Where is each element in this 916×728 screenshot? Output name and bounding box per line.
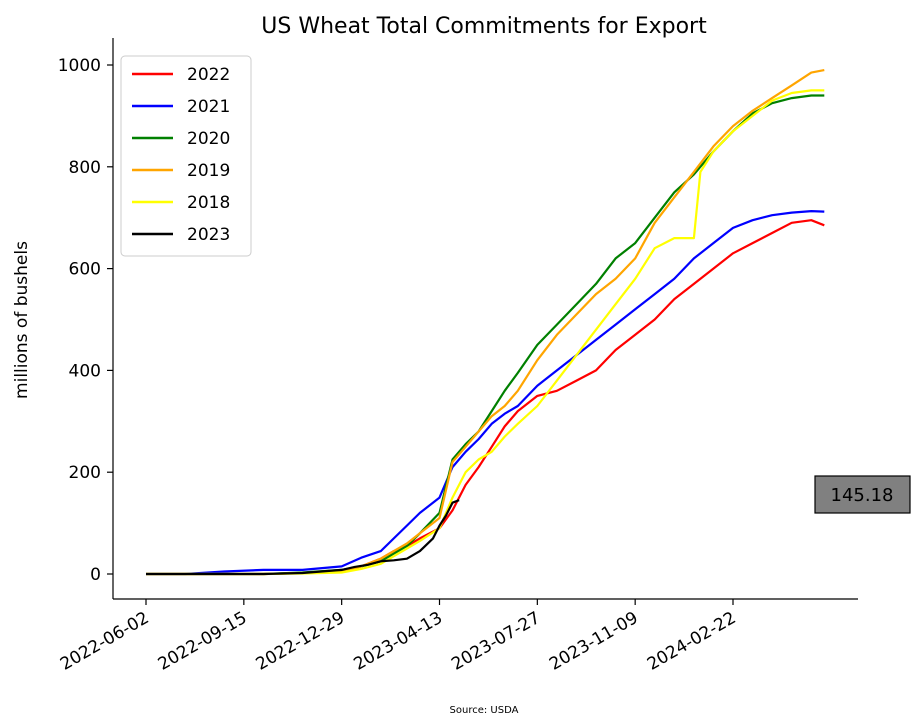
series-line-2021 [146, 210, 825, 576]
series-line-2023 [146, 499, 460, 576]
callout-box [814, 475, 911, 514]
series-lines [146, 69, 825, 576]
x-tick-label: 2023-11-09 [546, 608, 642, 675]
x-tick-label: 2022-12-29 [253, 608, 349, 675]
chart-title: US Wheat Total Commitments for Export [261, 14, 707, 39]
x-tick-label: 2022-09-15 [155, 608, 251, 675]
legend-label-2021: 2021 [187, 97, 230, 117]
series-line-2018 [146, 89, 825, 576]
legend-label-2020: 2020 [187, 129, 230, 149]
source-note: Source: USDA [450, 705, 519, 716]
y-tick-label: 600 [69, 260, 101, 280]
legend-label-2019: 2019 [187, 161, 230, 181]
x-axis-ticks: 2022-06-02 2022-09-15 2022-12-29 2023-04-13… [57, 599, 740, 675]
x-tick-label: 2023-04-13 [350, 608, 446, 675]
legend-label-2018: 2018 [187, 193, 230, 213]
value-callout: 145.18 [814, 475, 911, 514]
callout-value: 145.18 [831, 485, 894, 506]
legend: 2022 2021 2020 2019 2018 2023 [120, 55, 252, 257]
series-line-2022 [146, 219, 825, 576]
series-line-2019 [146, 69, 825, 576]
legend-box [120, 55, 252, 257]
y-tick-label: 400 [69, 361, 101, 381]
legend-label-2022: 2022 [187, 65, 230, 85]
axes [112, 38, 858, 600]
y-tick-label: 800 [69, 158, 101, 178]
x-tick-label: 2022-06-02 [57, 608, 153, 675]
x-tick-label: 2023-07-27 [448, 608, 544, 675]
y-tick-label: 200 [69, 463, 101, 483]
y-axis-ticks: 0 200 400 600 800 1000 [58, 56, 113, 585]
legend-label-2023: 2023 [187, 225, 230, 245]
y-tick-label: 1000 [58, 56, 101, 76]
x-tick-label: 2024-02-22 [644, 608, 740, 675]
y-tick-label: 0 [90, 565, 101, 585]
y-axis-label: millions of bushels [12, 241, 32, 399]
